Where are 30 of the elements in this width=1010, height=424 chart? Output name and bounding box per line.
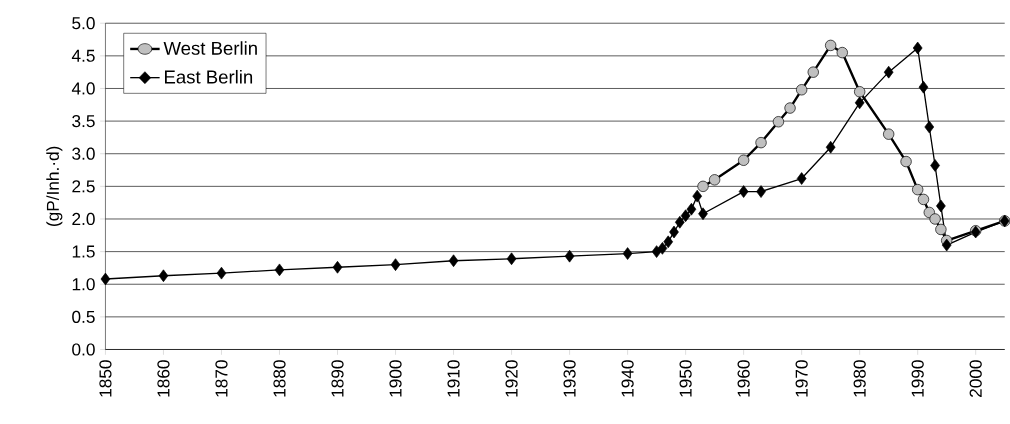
- y-axis-title: (gP/Inh.·d): [46, 146, 63, 227]
- x-tick-label: 1980: [853, 360, 866, 397]
- legend-label: West Berlin: [163, 41, 257, 55]
- x-tick-label: 1990: [911, 360, 924, 397]
- y-tick-label: 1.0: [72, 278, 95, 291]
- x-tick-label: 1850: [99, 360, 112, 397]
- y-tick-label: 3.0: [72, 147, 95, 160]
- legend-label: East Berlin: [165, 70, 253, 84]
- x-tick-label: 1900: [389, 360, 402, 397]
- x-tick-label: 2000: [969, 360, 982, 398]
- y-tick-label: 4.0: [71, 82, 95, 95]
- x-tick-label: 1880: [273, 360, 286, 397]
- x-tick-label: 1910: [447, 360, 460, 397]
- x-tick-label: 1920: [505, 360, 518, 397]
- y-tick-label: 4.5: [71, 49, 95, 62]
- y-tick-label: 2.0: [72, 212, 95, 226]
- y-tick-label: 5.0: [72, 17, 95, 30]
- x-tick-label: 1940: [621, 360, 634, 397]
- x-tick-label: 1930: [563, 360, 576, 397]
- x-tick-label: 1970: [795, 360, 808, 397]
- x-tick-label: 1960: [737, 360, 750, 397]
- y-tick-label: 2.5: [72, 180, 95, 193]
- y-tick-label: 0.0: [72, 343, 95, 356]
- x-tick-label: 1870: [215, 360, 228, 397]
- x-tick-label: 1890: [331, 360, 344, 397]
- x-tick-label: 1860: [157, 360, 170, 397]
- x-tick-label: 1950: [679, 360, 692, 397]
- y-tick-label: 1.5: [72, 245, 95, 258]
- y-tick-label: 0.5: [72, 310, 95, 324]
- y-tick-label: 3.5: [72, 115, 95, 128]
